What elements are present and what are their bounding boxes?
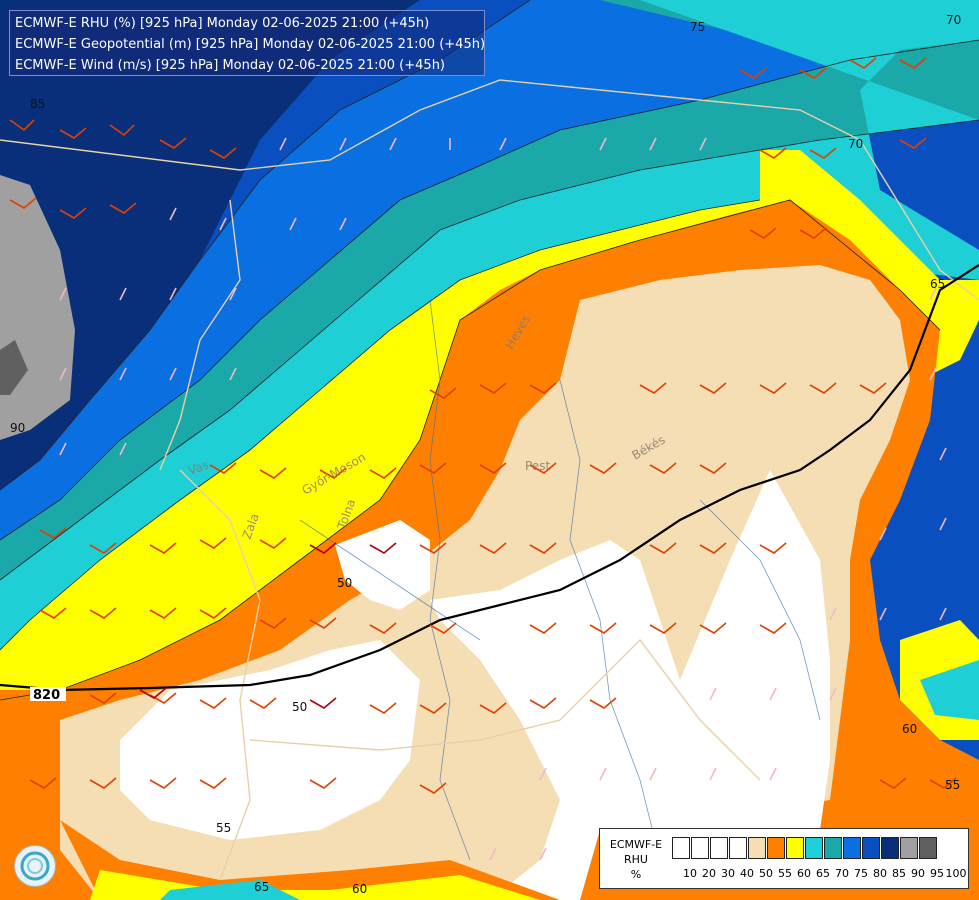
contour-label-70-top: 70 — [946, 13, 961, 27]
wind-barbs — [9, 57, 957, 861]
contour-label-75: 75 — [690, 20, 705, 34]
region-label-vas: Vas — [186, 458, 210, 478]
geopotential-820-line — [0, 264, 979, 692]
legend-tick-label: 90 — [911, 867, 925, 880]
legend-tick-label: 10 — [683, 867, 697, 880]
contour-label-85: 85 — [30, 97, 45, 111]
isoline-label-bg — [30, 687, 66, 701]
rh-band-white-2 — [430, 470, 830, 900]
legend-tick-label: 75 — [854, 867, 868, 880]
legend-swatch — [729, 837, 747, 859]
legend-swatch — [881, 837, 899, 859]
region-label-pest: Pest — [525, 459, 550, 473]
rh-band-70 — [0, 0, 979, 580]
legend-title-model: ECMWF-E — [609, 838, 663, 851]
legend-tick-label: 60 — [797, 867, 811, 880]
legend-tick-label: 85 — [892, 867, 906, 880]
contour-label-65-b: 65 — [254, 880, 269, 894]
contour-label-65: 65 — [930, 277, 945, 291]
legend-tick-label: 95 — [930, 867, 944, 880]
header-line-wind: ECMWF-E Wind (m/s) [925 hPa] Monday 02-0… — [15, 58, 446, 73]
contour-label-55-a: 55 — [216, 821, 231, 835]
legend-swatch — [843, 837, 861, 859]
legend-swatch — [767, 837, 785, 859]
legend-swatch — [748, 837, 766, 859]
isoline-label-820: 820 — [33, 688, 60, 703]
legend-tick-label: 50 — [759, 867, 773, 880]
legend-swatch — [919, 837, 937, 859]
legend-swatch — [824, 837, 842, 859]
legend-swatch — [786, 837, 804, 859]
rh-band-70-east — [920, 660, 979, 720]
contour-label-50-b: 50 — [292, 700, 307, 714]
legend-swatch — [862, 837, 880, 859]
legend-swatch — [710, 837, 728, 859]
legend-tick-label: 40 — [740, 867, 754, 880]
legend-tick-label: 30 — [721, 867, 735, 880]
legend-swatch — [672, 837, 690, 859]
legend-title: ECMWF-E RHU % — [604, 837, 668, 882]
color-legend: ECMWF-E RHU % 10 20 30 40 50 55 60 65 70 75 80 85 90… — [599, 828, 969, 889]
contour-label-90: 90 — [10, 421, 25, 435]
rh-band-65-south — [160, 880, 300, 900]
legend-swatch — [805, 837, 823, 859]
contour-label-50-a: 50 — [337, 576, 352, 590]
legend-tick-label: 55 — [778, 867, 792, 880]
map-header: ECMWF-E RHU (%) [925 hPa] Monday 02-06-2… — [9, 10, 485, 76]
rh-band-white-3 — [120, 640, 420, 840]
legend-swatch — [900, 837, 918, 859]
rh-band-white-1 — [335, 520, 430, 610]
legend-tick-label: 80 — [873, 867, 887, 880]
legend-title-unit: % — [630, 868, 642, 881]
legend-swatches — [672, 837, 938, 859]
legend-tick-label: 65 — [816, 867, 830, 880]
legend-title-variable: RHU — [624, 853, 648, 866]
rh-contours — [0, 0, 979, 701]
legend-tick-label: 100 — [945, 867, 967, 880]
legend-tick-label: 20 — [702, 867, 716, 880]
legend-swatch — [691, 837, 709, 859]
rh-band-65 — [0, 0, 979, 650]
rivers — [299, 299, 821, 861]
logo-icon — [14, 845, 56, 887]
contour-label-60-a: 60 — [902, 722, 917, 736]
contour-label-70-right: 70 — [848, 137, 863, 151]
country-borders — [0, 79, 979, 881]
header-line-rhu: ECMWF-E RHU (%) [925 hPa] Monday 02-06-2… — [15, 16, 430, 31]
contour-label-60-b: 60 — [352, 882, 367, 896]
legend-tick-label: 70 — [835, 867, 849, 880]
rh-band-95 — [0, 340, 28, 395]
rh-band-85 — [0, 0, 420, 490]
contour-label-55-b: 55 — [945, 778, 960, 792]
header-line-geopotential: ECMWF-E Geopotential (m) [925 hPa] Monda… — [15, 37, 486, 52]
legend-ticks: 10 20 30 40 50 55 60 65 70 75 80 85 90 95 100 — [672, 867, 972, 881]
